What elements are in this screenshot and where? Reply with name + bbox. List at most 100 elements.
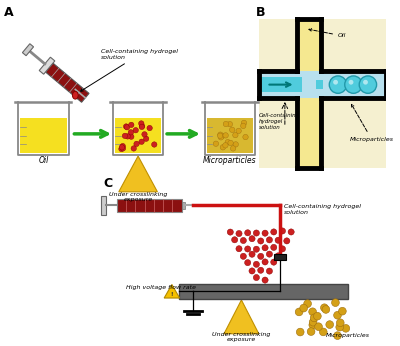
Circle shape xyxy=(275,237,281,243)
Circle shape xyxy=(142,131,147,137)
Circle shape xyxy=(307,328,315,335)
Circle shape xyxy=(338,307,346,315)
Text: Under crosslinking
exposure: Under crosslinking exposure xyxy=(212,332,271,343)
Bar xyxy=(115,118,161,153)
Circle shape xyxy=(244,246,251,252)
Bar xyxy=(259,77,302,92)
Circle shape xyxy=(213,141,219,146)
Circle shape xyxy=(223,143,228,148)
Circle shape xyxy=(144,136,149,142)
Text: Oil: Oil xyxy=(38,156,48,165)
Circle shape xyxy=(258,238,264,244)
Circle shape xyxy=(128,122,134,128)
Circle shape xyxy=(134,141,139,147)
Circle shape xyxy=(279,246,286,252)
Text: C: C xyxy=(103,177,112,190)
Circle shape xyxy=(284,238,290,244)
Circle shape xyxy=(342,325,350,332)
Circle shape xyxy=(336,323,344,331)
Circle shape xyxy=(241,120,247,126)
Text: A: A xyxy=(4,6,14,19)
Circle shape xyxy=(309,308,316,316)
Circle shape xyxy=(223,133,228,138)
Circle shape xyxy=(310,314,318,322)
Bar xyxy=(298,19,320,168)
Circle shape xyxy=(345,76,362,93)
Circle shape xyxy=(152,142,157,147)
Circle shape xyxy=(348,80,354,85)
Circle shape xyxy=(320,328,327,336)
Circle shape xyxy=(223,121,229,127)
Bar xyxy=(259,19,386,168)
Bar xyxy=(117,199,182,212)
Circle shape xyxy=(124,124,129,129)
Circle shape xyxy=(262,230,268,236)
Circle shape xyxy=(314,312,321,320)
Circle shape xyxy=(336,319,344,327)
Polygon shape xyxy=(22,44,34,56)
Circle shape xyxy=(253,246,260,252)
Bar xyxy=(101,196,106,215)
Circle shape xyxy=(230,146,236,151)
Circle shape xyxy=(258,253,264,260)
Circle shape xyxy=(227,229,233,235)
Circle shape xyxy=(320,304,328,312)
Circle shape xyxy=(326,321,334,328)
Circle shape xyxy=(138,121,144,126)
Text: Cell-containing
hydrogel
solution: Cell-containing hydrogel solution xyxy=(259,113,300,130)
Polygon shape xyxy=(46,63,89,102)
Polygon shape xyxy=(164,284,180,298)
Circle shape xyxy=(218,132,223,137)
Circle shape xyxy=(244,260,251,266)
Circle shape xyxy=(119,146,124,152)
Circle shape xyxy=(139,124,144,130)
Circle shape xyxy=(271,244,277,251)
Text: Cell-containing hydrogel
solution: Cell-containing hydrogel solution xyxy=(284,204,361,215)
Circle shape xyxy=(244,230,251,236)
Circle shape xyxy=(300,304,308,312)
Circle shape xyxy=(125,134,130,139)
Circle shape xyxy=(258,267,264,273)
Circle shape xyxy=(228,140,233,146)
Circle shape xyxy=(120,143,126,149)
Circle shape xyxy=(329,76,347,93)
Circle shape xyxy=(233,133,238,138)
Circle shape xyxy=(249,236,255,242)
Polygon shape xyxy=(39,57,55,74)
Circle shape xyxy=(249,251,255,257)
Circle shape xyxy=(230,127,235,133)
Circle shape xyxy=(262,259,268,265)
Text: Cell-containing hydrogel
solution: Cell-containing hydrogel solution xyxy=(80,49,178,91)
Circle shape xyxy=(236,128,241,134)
Circle shape xyxy=(275,253,281,259)
Circle shape xyxy=(128,134,134,139)
Text: B: B xyxy=(256,6,265,19)
Circle shape xyxy=(262,245,268,251)
Circle shape xyxy=(359,76,377,93)
Circle shape xyxy=(218,133,223,138)
Circle shape xyxy=(334,332,341,339)
Circle shape xyxy=(253,274,260,281)
Circle shape xyxy=(309,321,317,329)
Bar xyxy=(182,202,186,209)
Circle shape xyxy=(334,311,341,319)
Circle shape xyxy=(147,125,152,131)
Circle shape xyxy=(296,328,304,336)
Bar xyxy=(20,118,67,153)
Text: High voltage flow rate: High voltage flow rate xyxy=(126,285,196,290)
Circle shape xyxy=(120,146,126,151)
Circle shape xyxy=(253,230,260,236)
Circle shape xyxy=(262,277,268,283)
Circle shape xyxy=(122,133,128,138)
Circle shape xyxy=(133,128,138,133)
Polygon shape xyxy=(224,300,259,334)
Circle shape xyxy=(131,146,136,151)
Circle shape xyxy=(288,229,294,235)
Circle shape xyxy=(119,145,125,150)
Text: Oil: Oil xyxy=(309,29,346,38)
Circle shape xyxy=(266,268,272,274)
Bar xyxy=(316,80,324,90)
Circle shape xyxy=(315,323,322,330)
Circle shape xyxy=(271,229,277,235)
Circle shape xyxy=(363,80,368,85)
